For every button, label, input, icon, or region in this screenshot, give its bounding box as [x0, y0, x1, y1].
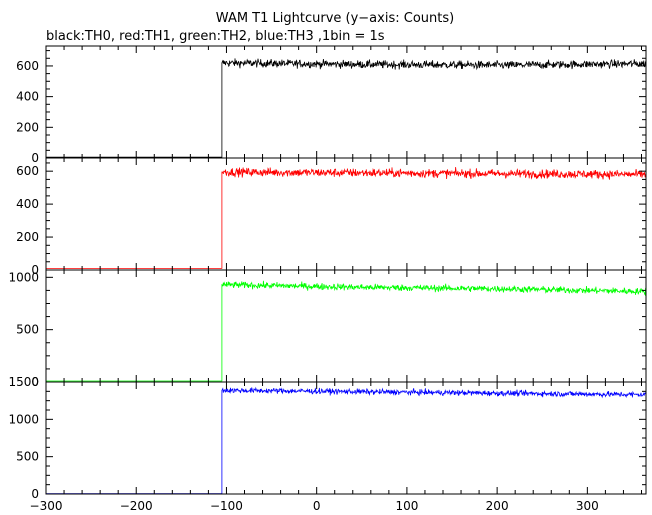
y-tick-label: 600: [16, 164, 39, 178]
y-tick-label: 600: [16, 59, 39, 73]
y-tick-label: 200: [16, 230, 39, 244]
y-tick-label: 0: [31, 487, 39, 501]
y-tick-label: 200: [16, 120, 39, 134]
series-line-th2: [46, 280, 647, 382]
panel-th2: 0 500 1000: [8, 269, 647, 389]
y-tick-label: 1000: [8, 270, 39, 284]
x-tick-label: 300: [576, 499, 599, 513]
x-tick-label: −300: [30, 499, 63, 513]
y-tick-label: 1000: [8, 412, 39, 426]
series-line-th0: [46, 58, 647, 158]
x-tick-label: 100: [395, 499, 418, 513]
panel-frame: [45, 157, 647, 271]
y-tick-label: 500: [16, 450, 39, 464]
series-line-th1: [46, 167, 647, 269]
x-tick-label: 0: [313, 499, 321, 513]
x-tick-label: 200: [486, 499, 509, 513]
y-tick-label: 400: [16, 197, 39, 211]
y-tick-label: 400: [16, 90, 39, 104]
chart-subtitle: black:TH0, red:TH1, green:TH2, blue:TH3 …: [46, 29, 385, 44]
y-tick-label: 1500: [8, 375, 39, 389]
y-tick-label: 0: [31, 375, 39, 389]
panel-th3: 0 500 1000 1500: [8, 375, 647, 501]
plot-area: 0200400600020040060005001000050010001500…: [8, 45, 647, 513]
y-tick-label: 0: [31, 263, 39, 277]
panel-frame: [45, 381, 647, 495]
panel-th0: 0 200 400 600: [16, 45, 647, 165]
series-line-th3: [46, 386, 647, 494]
y-tick-label: 500: [16, 323, 39, 337]
y-tick-label: 0: [31, 151, 39, 165]
x-tick-label: −100: [210, 499, 243, 513]
chart-title: WAM T1 Lightcurve (y−axis: Counts): [216, 11, 454, 26]
x-tick-label: −200: [120, 499, 153, 513]
panel-th1: 0 200 400 600: [16, 157, 647, 277]
